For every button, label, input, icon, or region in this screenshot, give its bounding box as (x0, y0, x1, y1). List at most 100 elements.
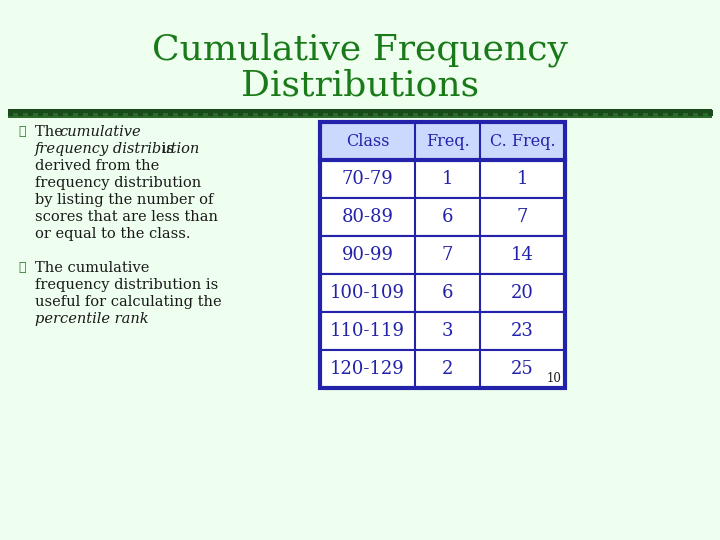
Bar (278, 110, 283, 116)
Bar (38, 110, 43, 116)
Bar (228, 110, 233, 116)
Bar (320, 122, 565, 388)
Text: derived from the: derived from the (35, 159, 159, 173)
Text: 20: 20 (511, 284, 534, 302)
Bar (658, 110, 663, 116)
Bar (428, 110, 433, 116)
Bar (378, 110, 383, 116)
Text: 6: 6 (442, 284, 454, 302)
Bar (238, 110, 243, 116)
Bar (518, 110, 523, 116)
Text: cumulative: cumulative (59, 125, 140, 139)
Text: 7: 7 (442, 246, 453, 264)
Bar (548, 110, 553, 116)
Text: 110-119: 110-119 (330, 322, 405, 340)
Bar (508, 110, 513, 116)
Bar (68, 110, 73, 116)
Bar (668, 110, 673, 116)
Bar (558, 110, 563, 116)
Text: 1: 1 (517, 170, 528, 188)
Bar (418, 110, 423, 116)
Bar (178, 110, 183, 116)
Text: C. Freq.: C. Freq. (490, 132, 555, 150)
Bar (308, 110, 313, 116)
Bar (538, 110, 543, 116)
Text: frequency distribution: frequency distribution (35, 142, 200, 156)
Bar (678, 110, 683, 116)
Bar (388, 110, 393, 116)
Bar (348, 110, 353, 116)
Bar (328, 110, 333, 116)
Text: Freq.: Freq. (426, 132, 469, 150)
Bar (58, 110, 63, 116)
Bar (488, 110, 493, 116)
Bar (448, 110, 453, 116)
Bar (18, 110, 23, 116)
Bar (28, 110, 33, 116)
Text: Distributions: Distributions (241, 68, 479, 102)
Bar (588, 110, 593, 116)
Text: 120-129: 120-129 (330, 360, 405, 378)
Bar (478, 110, 483, 116)
Bar (408, 110, 413, 116)
Text: ⌖: ⌖ (18, 125, 25, 138)
Bar (598, 110, 603, 116)
Bar (188, 110, 193, 116)
Text: 7: 7 (517, 208, 528, 226)
Bar (438, 110, 443, 116)
Text: frequency distribution: frequency distribution (35, 176, 202, 190)
Bar (298, 110, 303, 116)
Bar (248, 110, 253, 116)
Bar (320, 122, 565, 160)
Text: 2: 2 (442, 360, 453, 378)
Text: or equal to the class.: or equal to the class. (35, 227, 191, 241)
Bar (88, 110, 93, 116)
Bar (8, 110, 13, 116)
Bar (638, 110, 643, 116)
Text: by listing the number of: by listing the number of (35, 193, 213, 207)
Bar (568, 110, 573, 116)
Text: 3: 3 (442, 322, 454, 340)
Bar (320, 198, 565, 236)
Bar (338, 110, 343, 116)
Bar (48, 110, 53, 116)
Bar (688, 110, 693, 116)
Bar (320, 160, 565, 198)
Text: 100-109: 100-109 (330, 284, 405, 302)
Bar (108, 110, 113, 116)
Bar (8, 109, 712, 118)
Bar (320, 274, 565, 312)
Text: Class: Class (346, 132, 390, 150)
Text: 10: 10 (547, 372, 562, 385)
Text: ⌖: ⌖ (18, 261, 25, 274)
Bar (628, 110, 633, 116)
Bar (288, 110, 293, 116)
Bar (398, 110, 403, 116)
Bar (528, 110, 533, 116)
Text: is: is (157, 142, 174, 156)
Text: Cumulative Frequency: Cumulative Frequency (152, 33, 568, 68)
Text: The: The (35, 125, 68, 139)
Bar (368, 110, 373, 116)
Bar (138, 110, 143, 116)
Text: 25: 25 (511, 360, 534, 378)
Text: 6: 6 (442, 208, 454, 226)
Bar (320, 350, 565, 388)
Bar (320, 236, 565, 274)
Text: useful for calculating the: useful for calculating the (35, 295, 222, 309)
Bar (8, 112, 712, 118)
Bar (118, 110, 123, 116)
Bar (708, 110, 713, 116)
Text: scores that are less than: scores that are less than (35, 210, 218, 224)
Bar (78, 110, 83, 116)
Bar (698, 110, 703, 116)
Bar (148, 110, 153, 116)
Bar (98, 110, 103, 116)
Bar (198, 110, 203, 116)
Bar (458, 110, 463, 116)
Text: frequency distribution is: frequency distribution is (35, 278, 218, 292)
Bar (320, 312, 565, 350)
Text: 1: 1 (442, 170, 454, 188)
Text: 80-89: 80-89 (341, 208, 394, 226)
Text: 14: 14 (511, 246, 534, 264)
